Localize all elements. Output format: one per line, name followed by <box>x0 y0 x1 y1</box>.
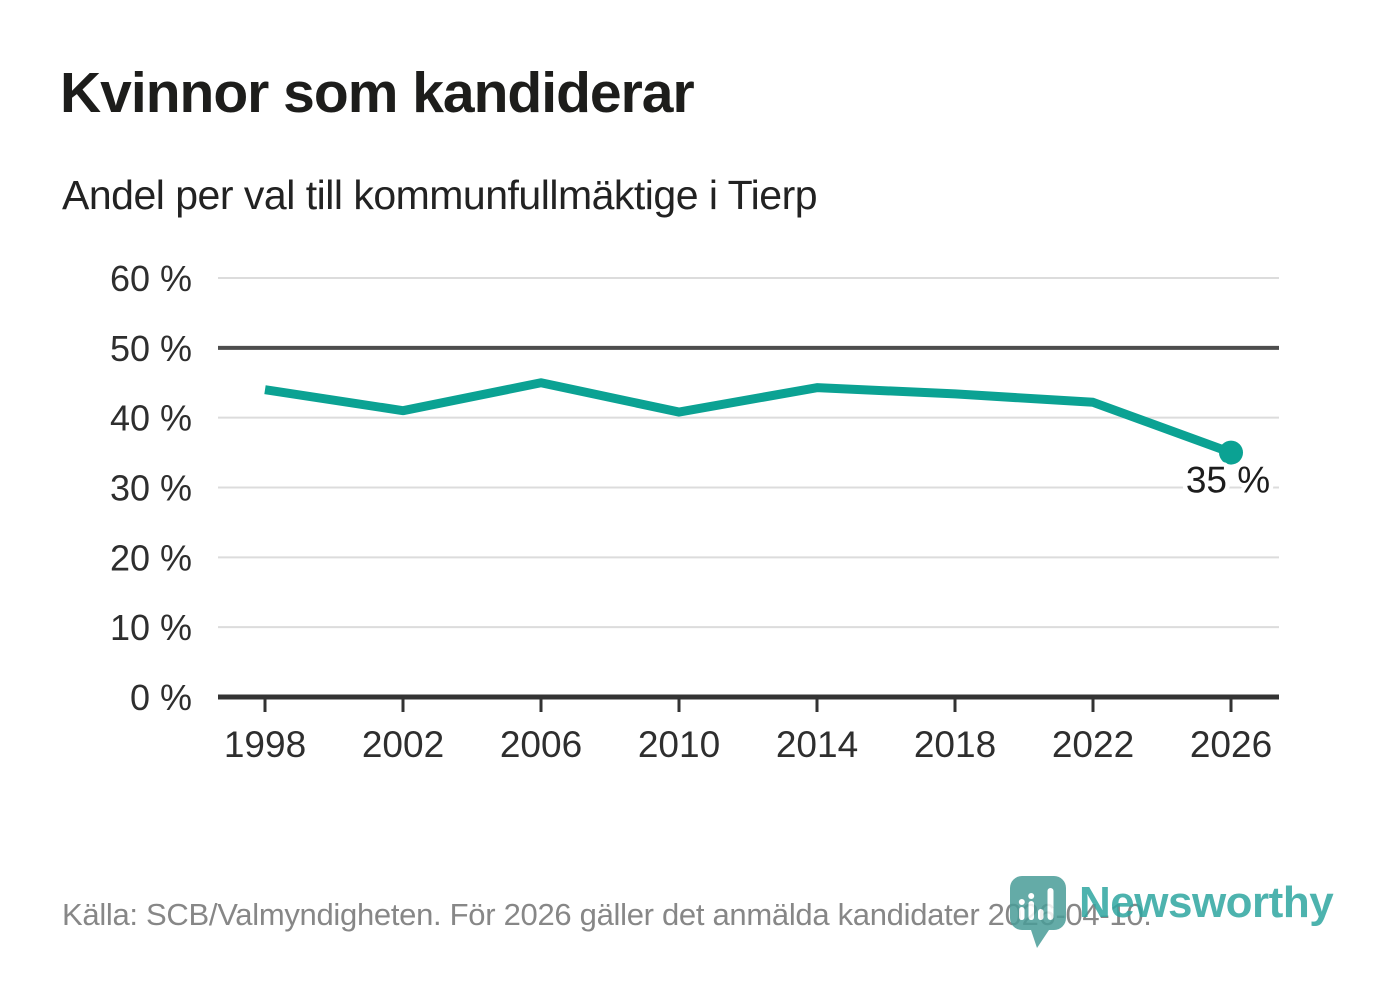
y-axis-label: 60 % <box>110 258 192 299</box>
y-axis-label: 10 % <box>110 607 192 648</box>
y-axis-label: 0 % <box>130 677 192 718</box>
y-axis-label: 20 % <box>110 537 192 578</box>
page-title: Kvinnor som kandiderar <box>60 61 695 125</box>
x-axis-label: 1998 <box>224 724 306 765</box>
y-axis-label: 30 % <box>110 468 192 509</box>
end-value-label: 35 % <box>1186 460 1270 501</box>
newsworthy-logo: Newsworthy <box>1010 876 1334 950</box>
x-axis-label: 2026 <box>1190 724 1272 765</box>
source-note: Källa: SCB/Valmyndigheten. För 2026 gäll… <box>62 897 1152 932</box>
y-axis-label: 40 % <box>110 398 192 439</box>
newsworthy-wordmark: Newsworthy <box>1079 878 1334 927</box>
page-subtitle: Andel per val till kommunfullmäktige i T… <box>62 172 818 218</box>
x-axis-label: 2022 <box>1052 724 1134 765</box>
trend-line <box>264 378 1233 457</box>
x-axis-label: 2010 <box>638 724 720 765</box>
end-point-dot <box>1219 440 1243 465</box>
x-axis-label: 2014 <box>776 724 858 765</box>
bar-chart-pin-icon <box>1010 876 1066 948</box>
x-axis-label: 2002 <box>362 724 444 765</box>
x-axis-label: 2018 <box>914 724 996 765</box>
x-axis-label: 2006 <box>500 724 582 765</box>
y-axis-label: 50 % <box>110 328 192 369</box>
